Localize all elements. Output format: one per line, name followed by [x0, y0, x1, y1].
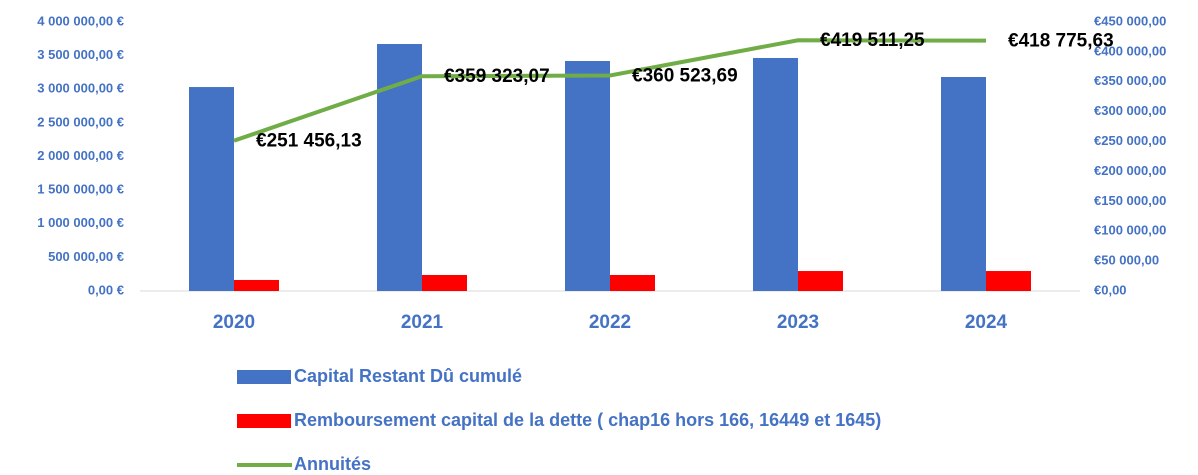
bar — [377, 43, 422, 291]
y2-tick-label: €250 000,00 — [1094, 133, 1166, 148]
bar — [189, 87, 234, 291]
y2-tick-label: €450 000,00 — [1094, 13, 1166, 28]
bar — [610, 274, 655, 291]
bar — [565, 61, 610, 291]
x-tick-label: 2022 — [589, 312, 631, 333]
legend-label: Capital Restant Dû cumulé — [294, 366, 522, 386]
legend-label: Annuités — [294, 454, 371, 474]
bar — [753, 57, 798, 292]
legend-swatch — [237, 370, 291, 384]
bar — [798, 271, 843, 291]
line — [233, 38, 987, 143]
y-tick-label: 2 500 000,00 € — [37, 114, 124, 129]
x-tick-label: 2020 — [213, 312, 255, 333]
y-tick-label: 0,00 € — [88, 282, 124, 297]
legend-label: Remboursement capital de la dette ( chap… — [294, 410, 881, 430]
bar — [422, 274, 467, 291]
y-tick-label: 2 000 000,00 € — [37, 148, 124, 163]
y-tick-label: 4 000 000,00 € — [37, 13, 124, 28]
bar — [986, 271, 1031, 291]
y-tick-label: 3 500 000,00 € — [37, 47, 124, 62]
data-label: €360 523,69 — [632, 66, 738, 87]
x-tick-label: 2024 — [965, 312, 1008, 333]
legend-swatch — [237, 414, 291, 428]
y2-tick-label: €350 000,00 — [1094, 73, 1166, 88]
data-label: €419 511,25 — [820, 30, 925, 51]
y-tick-label: 500 000,00 € — [48, 249, 124, 264]
y2-tick-label: €150 000,00 — [1094, 193, 1166, 208]
y2-tick-label: €100 000,00 — [1094, 223, 1166, 238]
y-tick-label: 1 000 000,00 € — [37, 215, 124, 230]
y2-tick-label: €300 000,00 — [1094, 103, 1166, 118]
y2-tick-label: €0,00 — [1094, 282, 1127, 297]
x-tick-label: 2023 — [777, 312, 819, 333]
y2-tick-label: €400 000,00 — [1094, 43, 1166, 58]
bar — [234, 279, 279, 291]
x-tick-label: 2021 — [401, 312, 444, 333]
y-tick-label: 1 500 000,00 € — [37, 182, 124, 197]
bar — [941, 77, 986, 291]
y2-tick-label: €200 000,00 — [1094, 163, 1166, 178]
data-label: €251 456,13 — [256, 131, 362, 152]
data-label: €418 775,63 — [1008, 31, 1114, 52]
y2-tick-label: €50 000,00 — [1094, 253, 1159, 268]
data-label: €359 323,07 — [444, 66, 550, 87]
y-tick-label: 3 000 000,00 € — [37, 81, 124, 96]
